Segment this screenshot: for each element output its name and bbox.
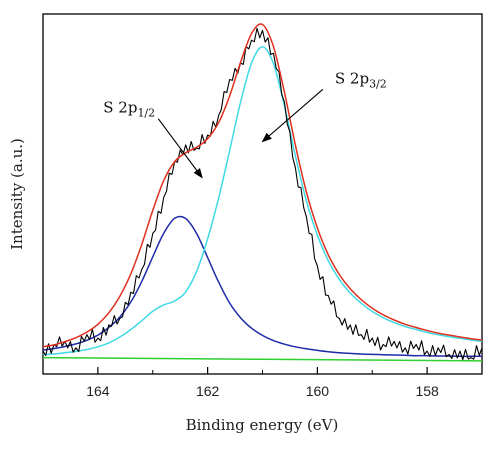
ticks-layer: 164 162 160 158 [42, 367, 483, 399]
x-axis-title: Binding energy (eV) [186, 416, 339, 434]
series-line-baseline-4 [42, 356, 483, 362]
series-line-fit-1 [42, 23, 483, 348]
series-line-raw-0 [42, 27, 483, 361]
annotation-label-main-1: S 2p [335, 69, 369, 87]
x-tick-label-162: 162 [196, 383, 220, 399]
annotation-label-subscript-1: 3/2 [369, 77, 387, 90]
annotation-layer: S 2p1/2S 2p3/2 [103, 69, 387, 179]
y-axis-title: Intensity (a.u.) [8, 138, 26, 250]
annotation-arrow-1 [261, 88, 324, 143]
series-layer [42, 23, 483, 362]
plot-frame [42, 13, 483, 375]
x-tick-label-158: 158 [415, 383, 439, 399]
annotation-label-main-0: S 2p [103, 99, 137, 117]
annotation-label-0: S 2p1/2 [103, 99, 155, 120]
x-tick-label-160: 160 [306, 383, 330, 399]
annotation-label-subscript-0: 1/2 [137, 107, 155, 120]
series-line-component-2 [42, 215, 482, 358]
series-line-component-3 [42, 45, 483, 356]
annotation-arrow-0 [157, 118, 203, 179]
x-tick-label-164: 164 [86, 383, 110, 399]
annotation-label-1: S 2p3/2 [335, 69, 387, 90]
